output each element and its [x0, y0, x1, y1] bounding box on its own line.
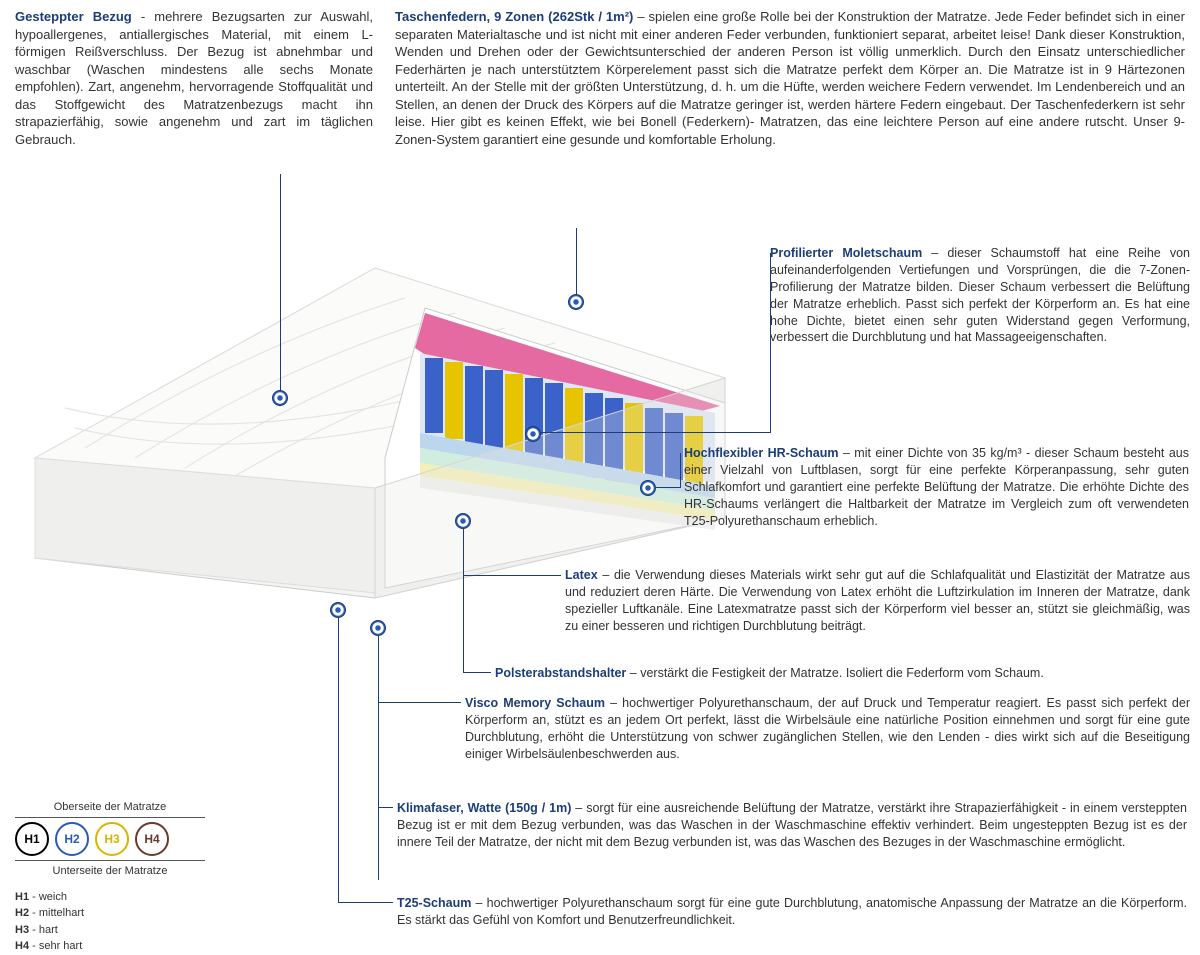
firmness-circles: H1H2H3H4 [15, 822, 205, 856]
leader-visco-h [378, 702, 461, 703]
pocket-springs-description: Taschenfedern, 9 Zonen (262Stk / 1m²) – … [385, 0, 1200, 148]
leader-polster-v [463, 643, 464, 673]
leader-springs [576, 228, 577, 296]
entry-hr: Hochflexibler HR-Schaum – mit einer Dich… [684, 445, 1189, 529]
firmness-legend-h2: H2 - mittelhart [15, 905, 205, 922]
callout-molet2 [455, 513, 471, 529]
cover-title: Gesteppter Bezug [15, 9, 132, 24]
firmness-circle-h1: H1 [15, 822, 49, 856]
springs-title: Taschenfedern, 9 Zonen (262Stk / 1m²) [395, 9, 633, 24]
leader-latex-h [463, 575, 561, 576]
callout-molet [525, 426, 541, 442]
leader-klima-v2 [378, 802, 379, 880]
mattress-illustration [25, 258, 735, 608]
cover-text: mehrere Bezugsarten zur Auswahl, hypoall… [15, 9, 373, 147]
firmness-top-label: Oberseite der Matratze [15, 800, 205, 815]
leader-t25-v [338, 618, 339, 902]
springs-text: spielen eine große Rolle bei der Konstru… [395, 9, 1185, 147]
entry-klima: Klimafaser, Watte (150g / 1m) – sorgt fü… [397, 800, 1187, 851]
leader-t25-h [338, 902, 393, 903]
firmness-circle-h2: H2 [55, 822, 89, 856]
firmness-bottom-label: Unterseite der Matratze [15, 864, 205, 879]
cover-description: Gesteppter Bezug - mehrere Bezugsarten z… [0, 0, 385, 148]
entry-latex: Latex – die Verwendung dieses Materials … [565, 567, 1190, 635]
leader-klima-h [378, 807, 393, 808]
firmness-legend-h3: H3 - hart [15, 922, 205, 939]
firmness-circle-h3: H3 [95, 822, 129, 856]
firmness-circle-h4: H4 [135, 822, 169, 856]
firmness-legend-h1: H1 - weich [15, 889, 205, 906]
leader-visco-v [378, 636, 379, 802]
leader-molet [541, 432, 770, 433]
entry-moletschaum: Profilierter Moletschaum – dieser Schaum… [770, 245, 1190, 346]
entry-visco: Visco Memory Schaum – hochwertiger Polyu… [465, 695, 1190, 763]
leader-hr [656, 487, 680, 488]
leader-molet-v [770, 253, 771, 433]
entry-t25: T25-Schaum – hochwertiger Polyurethansch… [397, 895, 1187, 929]
callout-lower1 [330, 602, 346, 618]
firmness-legend: Oberseite der Matratze H1H2H3H4 Untersei… [15, 800, 205, 955]
callout-cover [272, 390, 288, 406]
mattress-diagram [15, 258, 755, 618]
callout-hr [640, 480, 656, 496]
leader-cover [280, 174, 281, 392]
callout-springs [568, 294, 584, 310]
firmness-key: H1 - weichH2 - mittelhartH3 - hartH4 - s… [15, 889, 205, 955]
leader-polster-h [463, 672, 491, 673]
callout-lower2 [370, 620, 386, 636]
leader-latex-v1 [463, 529, 464, 643]
firmness-legend-h4: H4 - sehr hart [15, 938, 205, 955]
entry-polster: Polsterabstandshalter – verstärkt die Fe… [495, 665, 1190, 682]
leader-hr-v [680, 453, 681, 488]
